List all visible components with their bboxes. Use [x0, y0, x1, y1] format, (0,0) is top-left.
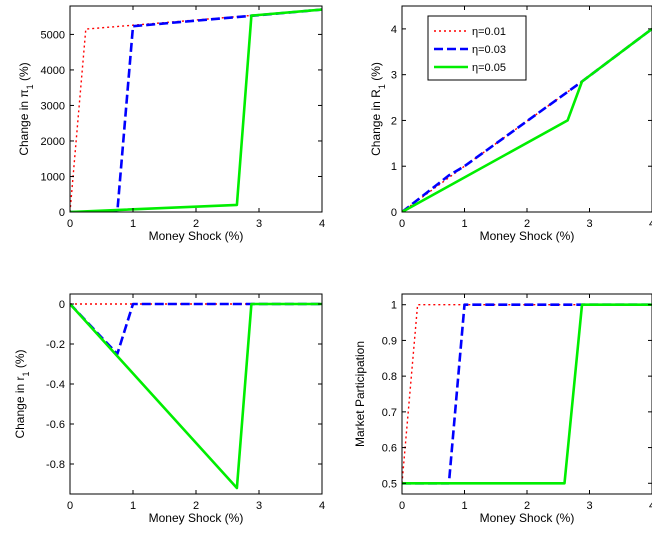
x-tick-label: 1 [461, 218, 467, 230]
x-tick-label: 4 [649, 218, 652, 230]
x-axis-label: Money Shock (%) [149, 229, 244, 243]
series-line-eta-3 [70, 8, 322, 212]
legend-box [427, 15, 527, 81]
y-tick-label: 0.6 [382, 443, 397, 455]
y-axis-label-suffix: (%) [13, 349, 27, 371]
x-axis-label: Money Shock (%) [480, 229, 575, 243]
x-tick-label: 3 [256, 500, 262, 512]
x-tick-label: 3 [256, 218, 262, 230]
y-axis-label-subscript: 1 [21, 371, 31, 376]
series-line-eta-2 [70, 8, 322, 212]
y-axis-label-suffix: (%) [369, 62, 383, 84]
x-tick-label: 2 [193, 218, 199, 230]
y-axis-label-main: Change in π [17, 89, 31, 155]
y-tick-label: 1000 [41, 171, 65, 183]
x-tick-label: 0 [67, 218, 73, 230]
x-tick-label: 4 [649, 500, 652, 512]
y-tick-label: 4000 [41, 65, 65, 77]
legend-label-eta-1: η=0.01 [472, 26, 506, 38]
y-axis-label: Change in r1 (%) [13, 349, 31, 438]
x-tick-label: 0 [399, 218, 405, 230]
y-tick-label: 3000 [41, 100, 65, 112]
x-tick-label: 0 [399, 500, 405, 512]
x-axis-label: Money Shock (%) [480, 511, 575, 525]
x-tick-label: 4 [319, 218, 325, 230]
y-axis-label: Change in π1 (%) [17, 62, 35, 155]
y-tick-label: 0.5 [382, 478, 397, 490]
series-line-eta-3 [402, 303, 652, 485]
y-tick-label: 1 [391, 161, 397, 173]
x-tick-label: 4 [319, 500, 325, 512]
x-tick-label: 3 [586, 500, 592, 512]
series-line-eta-1 [402, 304, 652, 484]
series-line-eta-3 [402, 27, 652, 212]
panel-R1: 0123401234Money Shock (%)Change in R1 (%… [369, 5, 652, 243]
x-tick-label: 3 [586, 218, 592, 230]
x-tick-label: 0 [67, 500, 73, 512]
series-line-eta-3 [70, 302, 322, 490]
y-axis-label: Change in R1 (%) [369, 62, 387, 156]
y-tick-label: 3 [391, 70, 397, 82]
series-line-eta-2 [402, 303, 652, 485]
y-axis-label-subscript: 1 [25, 84, 35, 89]
y-tick-label: 0.8 [382, 371, 397, 383]
panel-pi1: 0 1 2 3 4 0 1000 2000 3000 4000 5000 Money Shock (%… [17, 5, 325, 243]
y-tick-label: 0.7 [382, 407, 397, 419]
y-tick-label: 0.9 [382, 335, 397, 347]
x-axis-label: Money Shock (%) [149, 511, 244, 525]
y-tick-label: 2000 [41, 136, 65, 148]
axes-frame [69, 5, 323, 213]
x-tick-label: 2 [524, 218, 530, 230]
x-tick-label: 2 [193, 500, 199, 512]
y-tick-label: 5000 [41, 29, 65, 41]
y-tick-label: 0 [59, 207, 65, 219]
y-tick-label: 0 [391, 207, 397, 219]
panel-r1: 0 1 2 3 4 0 -0.2 -0.4 -0.6 -0.8 Money Shock (%) Cha… [13, 293, 325, 525]
axes-frame [69, 293, 323, 495]
y-tick-label: 1 [391, 300, 397, 312]
x-tick-label: 1 [130, 500, 136, 512]
y-axis-label-main: Market Participation [353, 341, 367, 447]
series-line-eta-1 [70, 8, 322, 212]
legend: η=0.01 η=0.03 η=0.05 [427, 15, 527, 81]
y-tick-label: -0.4 [46, 379, 65, 391]
y-axis-label: Market Participation [353, 341, 367, 447]
y-tick-label: 4 [391, 24, 397, 36]
y-axis-label-main: Change in R [369, 89, 383, 156]
y-axis-label-main: Change in r [13, 376, 27, 438]
y-axis-label-suffix: (%) [17, 62, 31, 84]
y-axis-label-subscript: 1 [377, 84, 387, 89]
y-tick-label: -0.6 [46, 419, 65, 431]
panel-mp: 0 1 2 3 4 0.5 0.6 0.7 0.8 0.9 1 Money Shock (%) Mark… [353, 293, 652, 525]
legend-label-eta-2: η=0.03 [472, 44, 506, 56]
y-tick-label: 2 [391, 115, 397, 127]
axes-frame [401, 293, 652, 495]
y-tick-label: 0 [59, 299, 65, 311]
legend-label-eta-3: η=0.05 [472, 62, 506, 74]
x-tick-label: 1 [130, 218, 136, 230]
y-tick-label: -0.2 [46, 339, 65, 351]
x-tick-label: 2 [524, 500, 530, 512]
x-tick-label: 1 [461, 500, 467, 512]
y-tick-label: -0.8 [46, 459, 65, 471]
